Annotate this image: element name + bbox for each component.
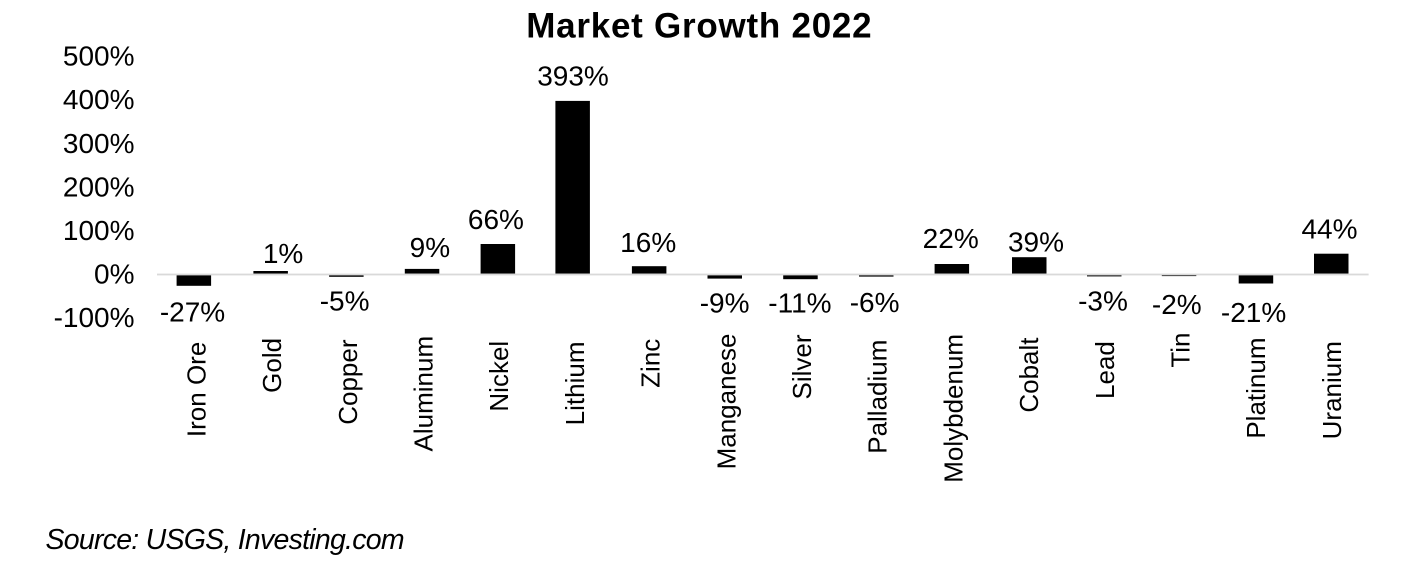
svg-text:Molybdenum: Molybdenum: [938, 334, 968, 483]
svg-text:Nickel: Nickel: [484, 341, 514, 412]
svg-text:-5%: -5%: [320, 286, 370, 317]
svg-text:0%: 0%: [94, 259, 134, 290]
svg-text:Manganese: Manganese: [711, 334, 741, 470]
svg-text:-100%: -100%: [54, 302, 135, 333]
svg-text:Silver: Silver: [787, 334, 817, 399]
svg-text:Lithium: Lithium: [560, 342, 590, 426]
svg-text:-27%: -27%: [160, 297, 225, 328]
svg-text:66%: 66%: [468, 204, 524, 235]
svg-text:-3%: -3%: [1078, 286, 1128, 317]
svg-text:Tin: Tin: [1166, 333, 1196, 368]
svg-text:Copper: Copper: [333, 339, 363, 425]
svg-text:1%: 1%: [263, 238, 303, 269]
svg-text:400%: 400%: [63, 84, 135, 115]
svg-text:-21%: -21%: [1221, 297, 1286, 328]
svg-text:Lead: Lead: [1090, 341, 1120, 399]
svg-text:Iron Ore: Iron Ore: [181, 342, 211, 437]
svg-text:44%: 44%: [1301, 214, 1357, 245]
svg-text:-6%: -6%: [850, 287, 900, 318]
svg-text:Zinc: Zinc: [636, 339, 666, 388]
svg-text:Platinum: Platinum: [1241, 338, 1271, 439]
svg-text:-11%: -11%: [768, 288, 831, 319]
svg-text:500%: 500%: [63, 41, 135, 72]
svg-text:-2%: -2%: [1152, 289, 1202, 320]
svg-text:Gold: Gold: [257, 338, 287, 393]
svg-text:100%: 100%: [63, 215, 135, 246]
svg-text:300%: 300%: [63, 128, 135, 159]
svg-text:-9%: -9%: [700, 288, 750, 319]
svg-text:Uranium: Uranium: [1317, 341, 1347, 439]
svg-text:Palladium: Palladium: [863, 340, 893, 454]
svg-text:Aluminum: Aluminum: [409, 336, 439, 452]
svg-text:9%: 9%: [410, 232, 450, 263]
svg-text:22%: 22%: [923, 223, 979, 254]
svg-text:Source: USGS, Investing.com: Source: USGS, Investing.com: [46, 524, 404, 556]
svg-text:Market Growth 2022: Market Growth 2022: [526, 7, 872, 46]
svg-text:393%: 393%: [537, 61, 609, 92]
svg-text:16%: 16%: [620, 227, 676, 258]
svg-text:200%: 200%: [63, 172, 135, 203]
svg-text:39%: 39%: [1008, 227, 1064, 258]
svg-text:Cobalt: Cobalt: [1014, 337, 1044, 413]
